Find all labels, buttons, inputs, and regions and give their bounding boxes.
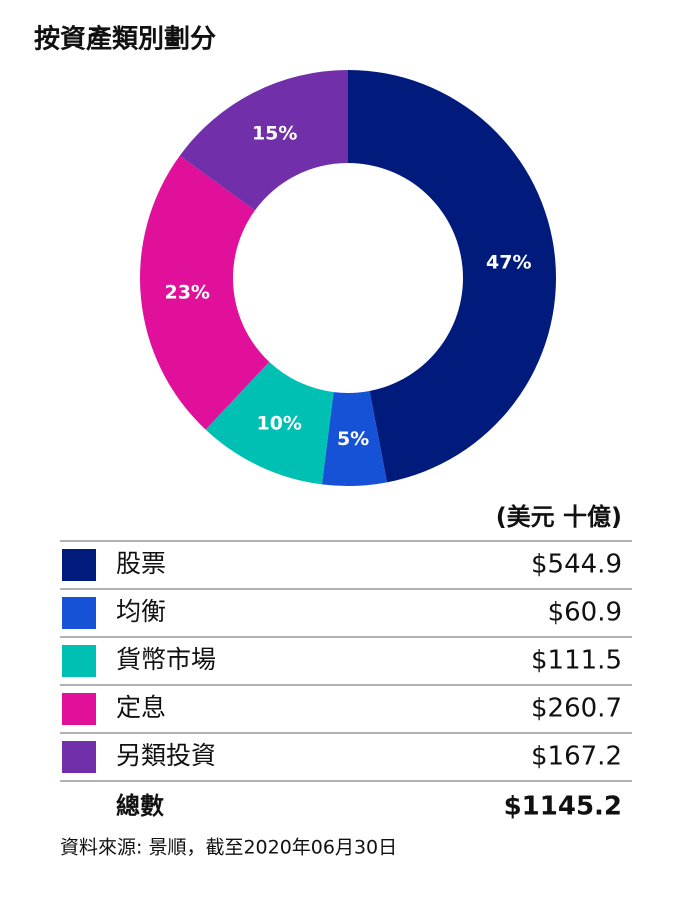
slice-label: 47% — [486, 251, 531, 273]
legend-swatch — [62, 645, 96, 677]
total-label: 總數 — [116, 792, 164, 820]
row-label: 貨幣市場 — [116, 645, 216, 674]
chart-title: 按資產類別劃分 — [34, 24, 216, 55]
row-label: 定息 — [116, 693, 166, 722]
row-amount: $60.9 — [548, 598, 622, 628]
legend-swatch — [62, 597, 96, 629]
legend-swatch — [62, 549, 96, 581]
slice-label: 10% — [256, 413, 301, 435]
row-amount: $544.9 — [531, 550, 622, 580]
total-amount: $1145.2 — [504, 792, 622, 822]
row-amount: $260.7 — [531, 694, 622, 724]
row-amount: $167.2 — [531, 742, 622, 772]
row-label: 另類投資 — [116, 741, 216, 770]
legend-swatch — [62, 741, 96, 773]
donut-slice — [205, 361, 334, 485]
legend-swatch — [62, 693, 96, 725]
donut-slice — [348, 70, 556, 483]
donut-slice — [179, 70, 348, 211]
slice-label: 23% — [164, 282, 209, 304]
donut-slice — [321, 390, 387, 486]
unit-header: (美元 十億) — [496, 503, 622, 531]
slice-label: 15% — [252, 123, 297, 145]
row-amount: $111.5 — [531, 646, 622, 676]
source-note: 資料來源: 景順，截至2020年06月30日 — [60, 837, 397, 859]
row-label: 均衡 — [116, 597, 166, 626]
row-label: 股票 — [116, 549, 166, 578]
donut-slice — [140, 155, 270, 430]
slice-label: 5% — [337, 428, 369, 450]
